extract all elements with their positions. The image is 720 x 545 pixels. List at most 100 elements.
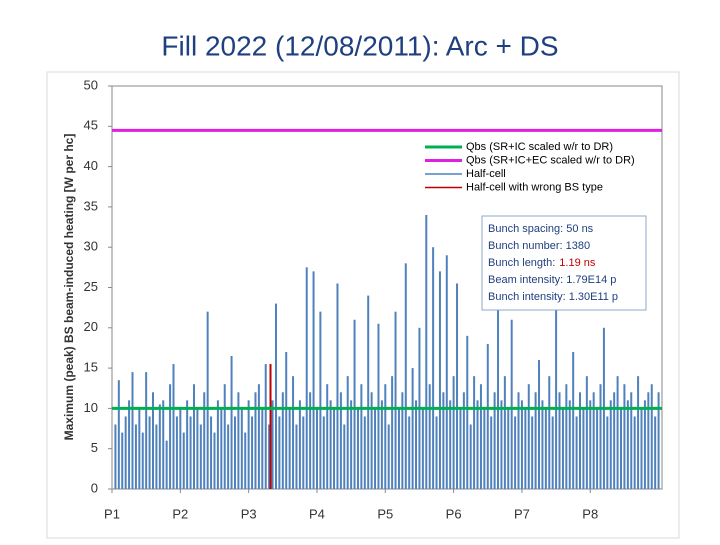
bar: [203, 392, 206, 489]
bar: [367, 295, 370, 489]
bar: [158, 404, 161, 489]
bar: [459, 408, 462, 489]
annotation-text: Bunch intensity: 1.30E11 p: [488, 291, 618, 303]
y-tick-label: 15: [84, 360, 98, 375]
bar: [568, 400, 571, 489]
y-tick-label: 25: [84, 279, 98, 294]
bar: [244, 432, 247, 489]
bar: [469, 424, 472, 489]
bar: [654, 416, 657, 489]
bar: [401, 392, 404, 489]
y-axis-label: Maximum (peak) BS beam-induced heating […: [62, 134, 76, 441]
legend-label: Qbs (SR+IC+EC scaled w/r to DR): [466, 154, 635, 166]
x-tick-label: P2: [172, 506, 188, 521]
bar: [432, 247, 435, 489]
y-tick-label: 45: [84, 118, 98, 133]
bar: [579, 392, 582, 489]
bar: [134, 424, 137, 489]
bar: [524, 408, 527, 489]
bar: [237, 392, 240, 489]
annotation-text: Bunch number: 1380: [488, 240, 590, 252]
bar: [315, 408, 318, 489]
legend-label: Qbs (SR+IC scaled w/r to DR): [466, 141, 613, 153]
bar: [138, 408, 141, 489]
annotation-text: 1.19 ns: [559, 257, 596, 269]
lines-layer: [112, 128, 662, 410]
bar: [575, 416, 578, 489]
bar: [626, 400, 629, 489]
bar: [322, 416, 325, 489]
annotation-text: Bunch spacing: 50 ns: [488, 223, 594, 235]
bar: [363, 416, 366, 489]
bar: [565, 384, 568, 489]
bar: [264, 364, 267, 489]
bar: [268, 424, 271, 489]
bar: [551, 416, 554, 489]
bar: [305, 267, 308, 489]
bar: [274, 303, 277, 489]
bar: [599, 384, 602, 489]
bar: [449, 400, 452, 489]
bar: [121, 432, 124, 489]
bar: [479, 384, 482, 489]
bar: [131, 372, 134, 489]
bar: [309, 392, 312, 489]
bar: [643, 400, 646, 489]
bar: [247, 400, 250, 489]
bar: [326, 384, 329, 489]
x-tick-label: P4: [309, 506, 325, 521]
bar: [531, 416, 534, 489]
x-tick-label: P7: [514, 506, 530, 521]
bar: [555, 263, 558, 489]
bar: [295, 424, 298, 489]
bar: [404, 263, 407, 489]
annotation-line: Bunch spacing: 50 ns: [488, 223, 594, 235]
bar: [421, 408, 424, 489]
bar: [596, 408, 599, 489]
bar: [298, 400, 301, 489]
y-tick-label: 35: [84, 198, 98, 213]
annotation-text: Beam intensity: 1.79E14 p: [488, 274, 616, 286]
bar: [438, 271, 441, 489]
bar: [141, 432, 144, 489]
bar: [220, 408, 223, 489]
bar: [544, 408, 547, 489]
bar: [510, 319, 513, 489]
annotation-box: [481, 215, 647, 311]
bar: [257, 384, 260, 489]
bar: [500, 400, 503, 489]
bar: [223, 384, 226, 489]
bar: [336, 283, 339, 489]
bar: [435, 416, 438, 489]
bar: [623, 384, 626, 489]
bar: [633, 416, 636, 489]
bar: [462, 392, 465, 489]
bar: [189, 416, 192, 489]
bar: [503, 376, 506, 489]
bar: [254, 392, 257, 489]
bar: [630, 392, 633, 489]
bar: [192, 384, 195, 489]
bar: [397, 408, 400, 489]
bar: [251, 416, 254, 489]
bar: [175, 416, 178, 489]
annotation-text: Bunch length:: [488, 257, 555, 269]
bar: [616, 376, 619, 489]
bar: [206, 311, 209, 489]
bar: [360, 384, 363, 489]
bar: [339, 392, 342, 489]
bar: [350, 400, 353, 489]
y-tick-label: 30: [84, 239, 98, 254]
bar: [391, 376, 394, 489]
bar: [240, 408, 243, 489]
annotation: Bunch spacing: 50 ns Bunch number: 1380 Bu…: [488, 223, 618, 303]
annotation-line: Beam intensity: 1.79E14 p: [488, 274, 616, 286]
bar: [213, 432, 216, 489]
bar: [517, 392, 520, 489]
bar: [445, 255, 448, 489]
bar: [172, 364, 175, 489]
legend-label: Half-cell with wrong BS type: [466, 181, 603, 193]
x-tick-label: P1: [104, 506, 120, 521]
bar: [353, 319, 356, 489]
bar: [541, 400, 544, 489]
